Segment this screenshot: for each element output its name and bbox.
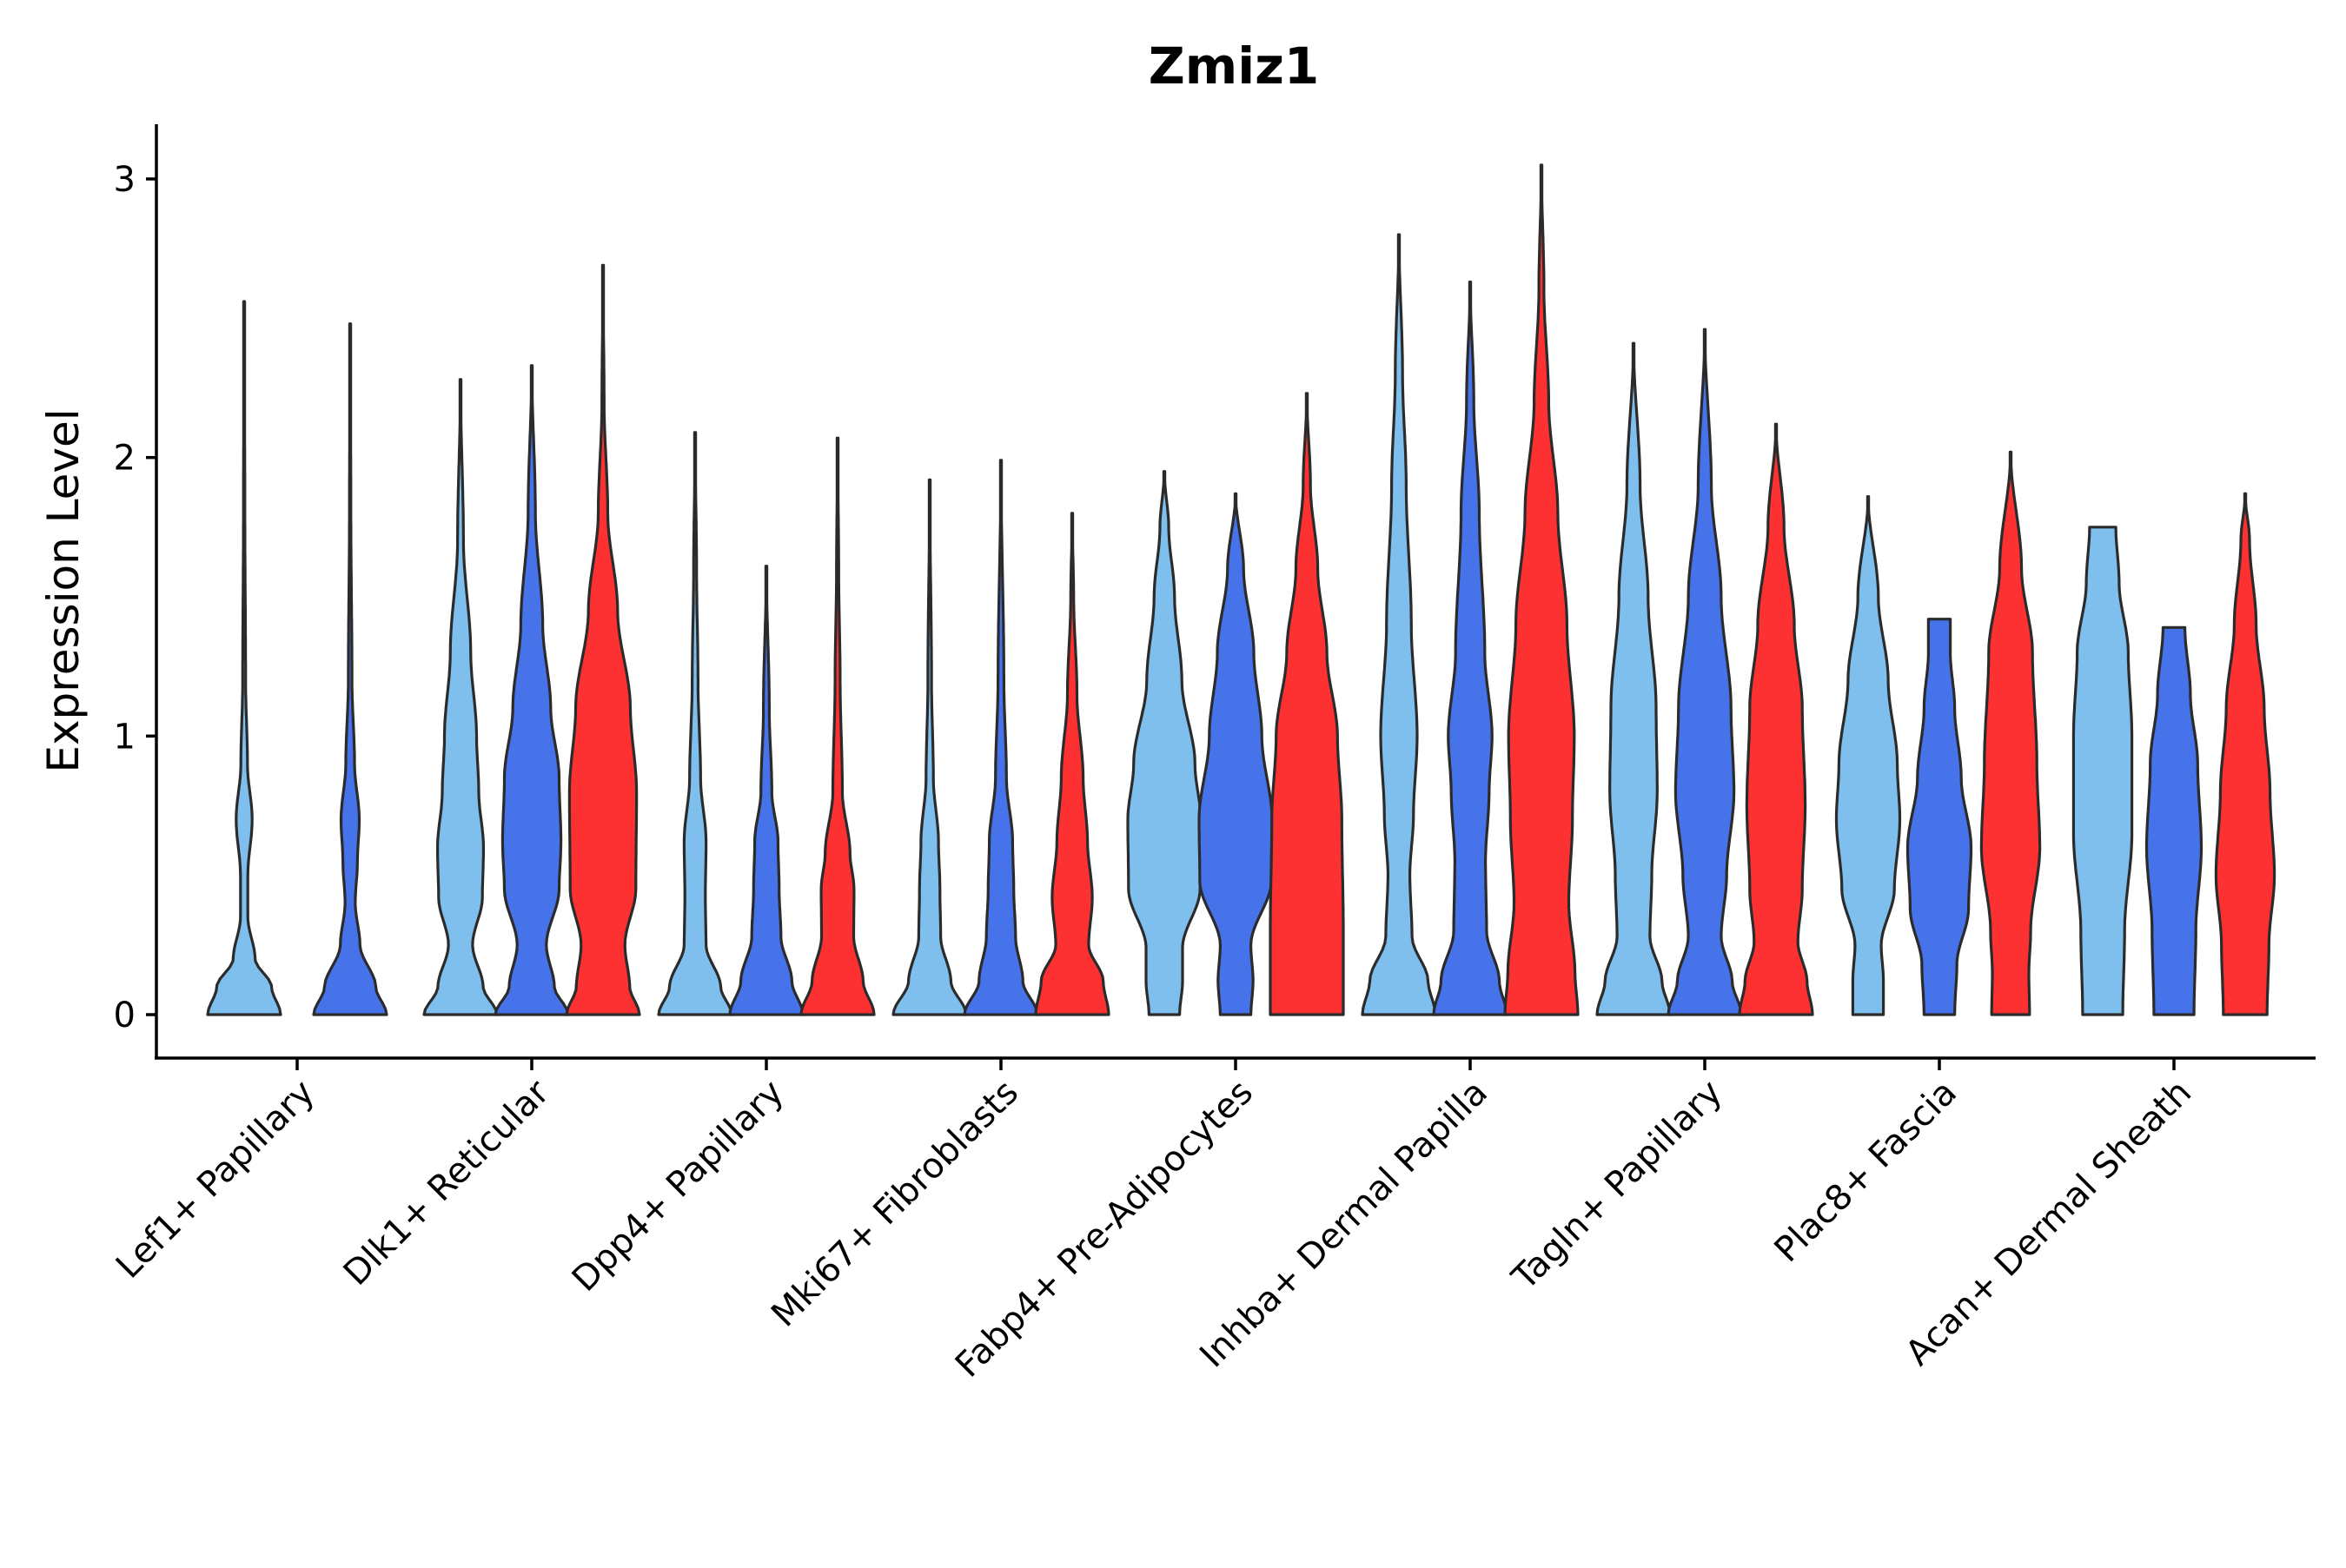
violin-6-1 — [1667, 327, 1743, 1016]
violin-1-0 — [422, 378, 499, 1016]
violin-8-2 — [2214, 492, 2276, 1016]
x-tick-label-0: Lef1+ Papillary — [109, 1073, 322, 1287]
violin-0-0 — [206, 300, 282, 1016]
x-ticks-layer: Lef1+ Papillary Dlk1+ Reticular Dpp4+ Papi… — [109, 1058, 2199, 1386]
violin-7-0 — [1834, 495, 1902, 1016]
violin-4-0 — [1126, 470, 1203, 1016]
y-tick-label-1: 1 — [114, 717, 136, 757]
violin-2-1 — [728, 565, 805, 1016]
violin-8-1 — [2144, 625, 2204, 1016]
y-tick-label-2: 2 — [114, 439, 136, 479]
violin-2-2 — [799, 436, 876, 1016]
x-tick-label-7: Plac8+ Fascia — [1767, 1073, 1965, 1271]
violin-6-0 — [1595, 341, 1672, 1016]
x-tick-label-3: Mki67+ Fibroblasts — [764, 1073, 1026, 1335]
violin-8-0 — [2071, 526, 2134, 1016]
violin-7-2 — [1979, 450, 2042, 1016]
y-tick-label-3: 3 — [114, 160, 136, 200]
chart-title: Zmiz1 — [1149, 36, 1320, 96]
violin-2-0 — [657, 431, 733, 1016]
violin-4-1 — [1197, 492, 1274, 1016]
violin-5-0 — [1361, 233, 1437, 1016]
violin-3-1 — [963, 459, 1039, 1016]
x-tick-label-6: Tagln+ Papillary — [1504, 1073, 1730, 1299]
violin-1-2 — [565, 263, 641, 1016]
x-tick-label-2: Dpp4+ Papillary — [565, 1073, 792, 1300]
y-ticks-layer: 0 1 2 3 — [114, 160, 156, 1035]
violin-3-2 — [1034, 512, 1110, 1016]
violins-layer — [206, 163, 2276, 1016]
x-tick-label-1: Dlk1+ Reticular — [336, 1072, 558, 1293]
violin-7-1 — [1905, 618, 1973, 1016]
violin-3-0 — [891, 478, 968, 1016]
violin-4-2 — [1269, 392, 1345, 1016]
violin-6-2 — [1738, 422, 1814, 1016]
y-axis-label: Expression Level — [38, 408, 89, 772]
violin-0-1 — [312, 322, 388, 1016]
y-tick-label-0: 0 — [114, 996, 136, 1035]
violin-1-1 — [494, 364, 570, 1016]
violin-5-1 — [1432, 281, 1508, 1016]
violin-5-2 — [1503, 163, 1580, 1016]
